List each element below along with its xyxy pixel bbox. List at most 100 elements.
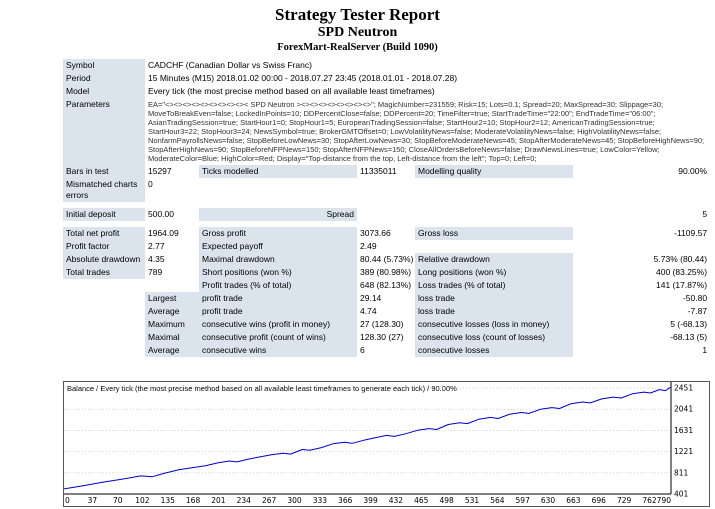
svg-text:1631: 1631 — [674, 426, 693, 435]
modelling-quality-label: Modelling quality — [415, 165, 573, 178]
loss-trades-label: Loss trades (% of total) — [415, 279, 573, 292]
spacer-cell — [63, 202, 711, 208]
empty-cell — [63, 344, 145, 357]
server-build: ForexMart-RealServer (Build 1090) — [277, 42, 438, 53]
largest-loss-trade-label: loss trade — [415, 292, 573, 305]
spread-value: 5 — [702, 209, 708, 219]
largest-loss-trade-value: -50.80 — [682, 293, 708, 303]
maximal-drawdown-label: Maximal drawdown — [199, 253, 357, 266]
svg-text:762: 762 — [642, 496, 657, 505]
svg-text:729: 729 — [617, 496, 632, 505]
empty-cell — [573, 178, 710, 202]
svg-text:401: 401 — [674, 490, 689, 499]
short-positions-label: Short positions (won %) — [199, 266, 357, 279]
long-positions-value: 400 (83.25%) — [656, 267, 708, 277]
maximal-row: Maximal consecutive profit (count of win… — [63, 331, 710, 344]
svg-text:201: 201 — [211, 496, 226, 505]
chart-title: Balance / Every tick (the most precise m… — [67, 384, 457, 393]
initial-deposit-label: Initial deposit — [63, 208, 145, 221]
svg-text:564: 564 — [490, 496, 505, 505]
relative-drawdown-label: Relative drawdown — [415, 253, 573, 266]
absolute-drawdown-label: Absolute drawdown — [63, 253, 145, 266]
spacer-row — [63, 202, 711, 208]
period-value: 15 Minutes (M15) 2018.01.02 00:00 - 2018… — [148, 73, 458, 83]
avg-consecutive-losses-value: 1 — [702, 345, 708, 355]
avg-consecutive-wins-value: 6 — [360, 345, 365, 355]
profit-factor-row: Profit factor 2.77 Expected payoff 2.49 — [63, 240, 710, 253]
spread-label: Spread — [199, 208, 357, 221]
empty-cell — [63, 305, 145, 318]
svg-text:2041: 2041 — [674, 405, 693, 414]
profit-trades-value: 648 (82.13%) — [360, 280, 412, 290]
consecutive-profit-value: 128.30 (27) — [360, 332, 404, 342]
report-header: Strategy Tester Report SPD Neutron Forex… — [0, 0, 715, 54]
svg-text:267: 267 — [262, 496, 277, 505]
gross-profit-value: 3073.66 — [360, 228, 391, 238]
short-positions-value: 389 (80.98%) — [360, 267, 412, 277]
loss-trades-value: 141 (17.87%) — [656, 280, 708, 290]
svg-text:333: 333 — [313, 496, 328, 505]
average-profit-trade-value: 4.74 — [360, 306, 377, 316]
empty-cell — [357, 208, 415, 221]
total-trades-row: Total trades 789 Short positions (won %)… — [63, 266, 710, 279]
svg-text:498: 498 — [439, 496, 454, 505]
svg-text:465: 465 — [414, 496, 429, 505]
bars-label: Bars in test — [63, 165, 145, 178]
svg-text:70: 70 — [113, 496, 123, 505]
largest-group-label: Largest — [145, 292, 199, 305]
empty-cell — [63, 279, 145, 292]
maximal-drawdown-value: 80.44 (5.73%) — [360, 254, 414, 264]
average-consecutive-row: Average consecutive wins 6 consecutive l… — [63, 344, 710, 357]
svg-text:663: 663 — [566, 496, 581, 505]
empty-cell — [357, 178, 415, 202]
total-trades-label: Total trades — [63, 266, 145, 279]
model-label: Model — [63, 85, 145, 98]
svg-text:597: 597 — [516, 496, 531, 505]
period-label: Period — [63, 72, 145, 85]
empty-cell — [63, 331, 145, 344]
parameters-row: Parameters EA="<><><><><><><><><>< SPD N… — [63, 98, 710, 165]
svg-text:399: 399 — [363, 496, 378, 505]
model-value: Every tick (the most precise method base… — [148, 86, 435, 96]
empty-cell — [199, 178, 357, 202]
net-profit-row: Total net profit 1964.09 Gross profit 30… — [63, 227, 710, 240]
modelling-quality-value: 90.00% — [678, 166, 708, 176]
consecutive-loss-label: consecutive loss (count of losses) — [415, 331, 573, 344]
svg-text:2451: 2451 — [674, 384, 693, 393]
average-loss-trade-value: -7.87 — [687, 306, 708, 316]
mismatched-value: 0 — [148, 179, 153, 189]
avg-consecutive-wins-label: consecutive wins — [199, 344, 357, 357]
consecutive-wins-value: 27 (128.30) — [360, 319, 404, 329]
absolute-drawdown-value: 4.35 — [148, 254, 165, 264]
svg-text:1221: 1221 — [674, 447, 693, 456]
ticks-modelled-label: Ticks modelled — [199, 165, 357, 178]
svg-text:300: 300 — [287, 496, 302, 505]
avg-consecutive-group-label: Average — [145, 344, 199, 357]
svg-text:37: 37 — [88, 496, 98, 505]
symbol-value: CADCHF (Canadian Dollar vs Swiss Franc) — [148, 60, 312, 70]
maximal-group-label: Maximal — [145, 331, 199, 344]
consecutive-losses-label: consecutive losses (loss in money) — [415, 318, 573, 331]
gross-loss-value: -1109.57 — [674, 228, 708, 238]
mismatched-label: Mismatched charts errors — [63, 178, 145, 202]
svg-text:630: 630 — [541, 496, 556, 505]
empty-cell — [63, 292, 145, 305]
net-profit-value: 1964.09 — [148, 228, 179, 238]
empty-cell — [145, 279, 199, 292]
consecutive-loss-value: -68.13 (5) — [670, 332, 708, 342]
symbol-row: Symbol CADCHF (Canadian Dollar vs Swiss … — [63, 59, 710, 72]
report-body: Symbol CADCHF (Canadian Dollar vs Swiss … — [63, 59, 711, 357]
relative-drawdown-value: 5.73% (80.44) — [653, 254, 708, 264]
svg-text:0: 0 — [65, 496, 70, 505]
report-table: Symbol CADCHF (Canadian Dollar vs Swiss … — [63, 59, 711, 357]
empty-cell — [415, 208, 573, 221]
parameters-value: EA="<><><><><><><><><>< SPD Neutron ><><… — [148, 100, 705, 163]
svg-text:366: 366 — [338, 496, 353, 505]
expected-payoff-label: Expected payoff — [199, 240, 357, 253]
drawdown-row: Absolute drawdown 4.35 Maximal drawdown … — [63, 253, 710, 266]
svg-text:102: 102 — [135, 496, 150, 505]
average-loss-trade-label: loss trade — [415, 305, 573, 318]
net-profit-label: Total net profit — [63, 227, 145, 240]
empty-cell — [573, 240, 710, 253]
avg-consecutive-losses-label: consecutive losses — [415, 344, 573, 357]
